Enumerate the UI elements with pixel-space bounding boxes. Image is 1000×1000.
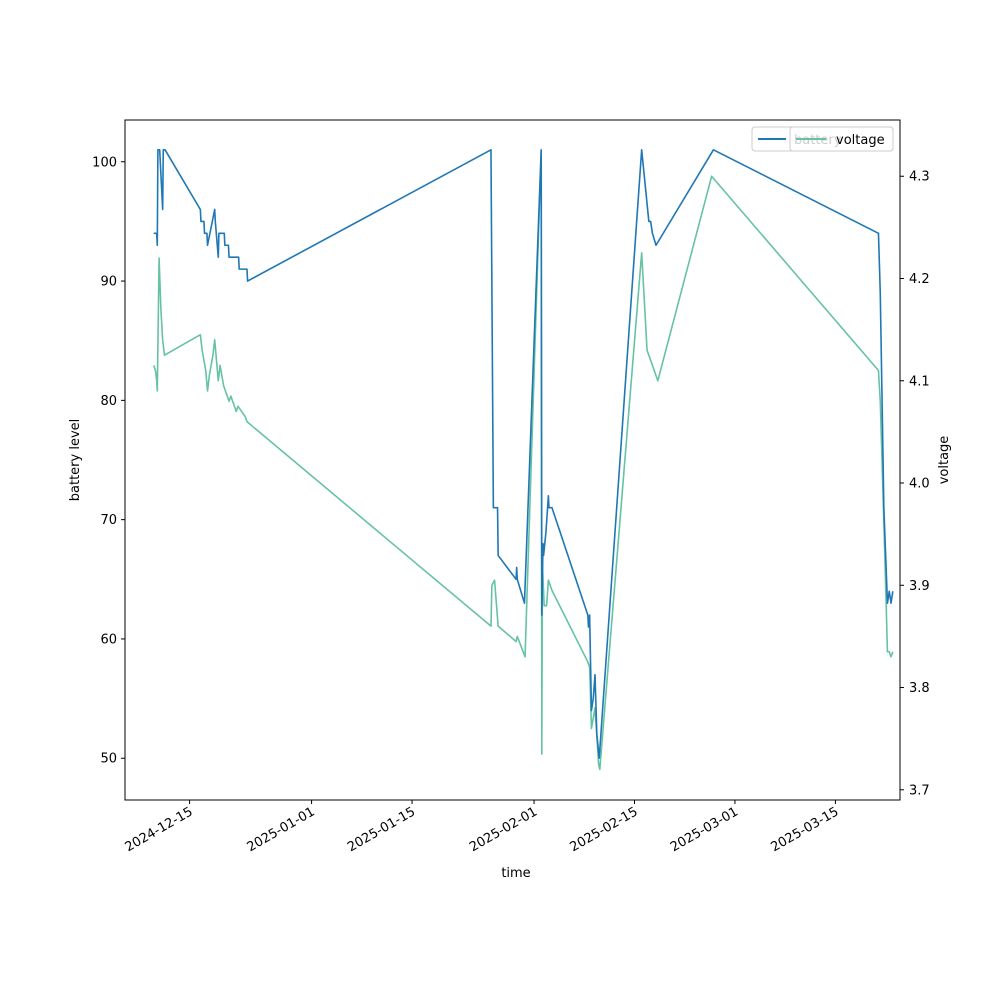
- plot-frame: [124, 119, 901, 801]
- left-y-tick-label: 70: [100, 513, 117, 528]
- left-y-tick-label: 60: [100, 632, 117, 647]
- legend-voltage: voltage: [789, 126, 894, 152]
- right-y-tick-label: 4.3: [909, 170, 930, 185]
- series-layer: [152, 149, 894, 771]
- right-y-tick-label: 3.9: [909, 579, 930, 594]
- series-line-battery: [153, 149, 894, 760]
- left-y-axis-label: battery level: [68, 419, 83, 502]
- left-y-tick-label: 50: [100, 752, 117, 767]
- right-y-tick-label: 4.1: [909, 374, 930, 389]
- legend-box: [789, 126, 894, 152]
- right-y-tick-label: 4.0: [909, 477, 930, 492]
- left-y-axis: 50 60 70 80 90 100: [92, 155, 125, 767]
- legend-label: voltage: [836, 133, 885, 148]
- right-y-tick-label: 4.2: [909, 272, 930, 287]
- right-y-axis-label: voltage: [937, 436, 952, 485]
- right-y-tick-label: 3.7: [909, 783, 930, 798]
- x-axis-label: time: [501, 866, 530, 881]
- series-line-voltage: [152, 149, 894, 771]
- right-y-axis: 3.7 3.8 3.9 4.0 4.1 4.2 4.3: [900, 170, 930, 798]
- right-y-tick-label: 3.8: [909, 681, 930, 696]
- left-y-tick-label: 80: [100, 394, 117, 409]
- left-y-tick-label: 100: [92, 155, 117, 170]
- left-y-tick-label: 90: [100, 275, 117, 290]
